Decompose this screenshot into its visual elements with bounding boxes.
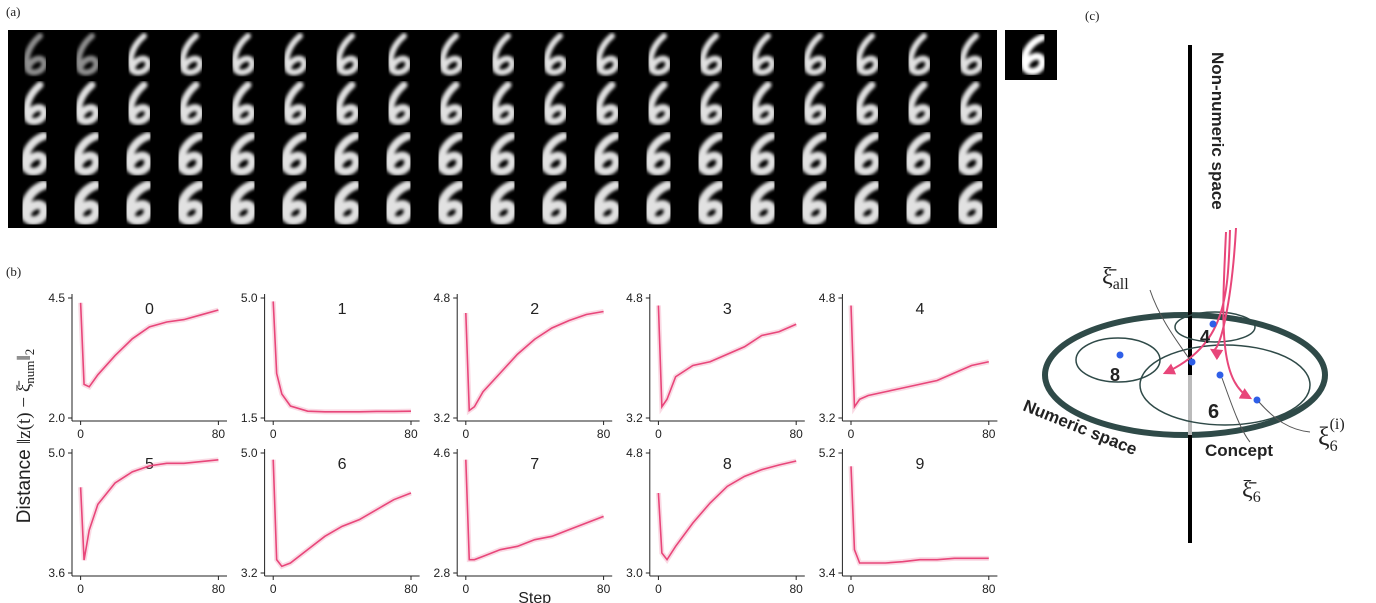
panel-label: (c) xyxy=(1085,8,1099,23)
line-band xyxy=(851,466,989,563)
y-tick-label: 3.4 xyxy=(819,566,836,580)
x-tick-label: 0 xyxy=(655,427,662,441)
concept-label: Concept xyxy=(1205,441,1273,460)
line xyxy=(851,466,989,563)
chart: 3.2 4.8 0 80 4 xyxy=(819,291,998,441)
line xyxy=(273,460,411,567)
x-tick-label: 0 xyxy=(77,427,84,441)
chart: 3.2 5.0 0 80 6 xyxy=(241,446,420,596)
line xyxy=(466,460,604,560)
line-band xyxy=(658,461,796,560)
x-tick-label: 0 xyxy=(77,582,84,596)
axis-label: Non-numeric space xyxy=(1208,52,1227,210)
chart-title: 0 xyxy=(145,301,154,318)
x-tick-label: 80 xyxy=(212,427,226,441)
y-tick-label: 5.0 xyxy=(241,446,258,460)
y-axis-label: Distance ‖z(t) − ξ̄num‖2 xyxy=(14,349,37,524)
line xyxy=(851,306,989,407)
x-tick-label: 80 xyxy=(982,582,996,596)
chart: 3.65.00805 xyxy=(48,446,227,596)
panel-label: (a) xyxy=(6,4,20,19)
x-tick-label: 80 xyxy=(597,427,611,441)
y-tick-label: 4.5 xyxy=(48,291,65,305)
y-tick-label: 4.8 xyxy=(626,446,643,460)
y-tick-label: 4.8 xyxy=(819,291,836,305)
cluster-label: 8 xyxy=(1110,365,1120,385)
x-tick-label: 0 xyxy=(462,582,469,596)
x-tick-label: 0 xyxy=(462,427,469,441)
line-band xyxy=(851,306,989,407)
y-tick-label: 2.0 xyxy=(48,411,65,425)
chart: 3.0 4.8 0 80 8 xyxy=(626,446,805,596)
panel-label: (b) xyxy=(6,264,21,279)
x-tick-label: 0 xyxy=(848,582,855,596)
x-tick-label: 0 xyxy=(655,582,662,596)
y-tick-label: 4.6 xyxy=(434,446,451,460)
symbol: ξ̄all xyxy=(1102,264,1129,293)
trajectory xyxy=(1165,230,1230,373)
x-tick-label: 80 xyxy=(790,582,804,596)
y-tick-label: 4.8 xyxy=(626,291,643,305)
y-tick-label: 3.2 xyxy=(434,411,451,425)
chart: 3.4 5.2 0 80 9 xyxy=(819,446,998,596)
figure: (a) (b) (c) Distance ‖z(t) − ξ̄num‖2 2.0… xyxy=(0,0,1376,603)
y-tick-label: 1.5 xyxy=(241,411,258,425)
chart: 2.8 4.6 0 80 7 Step xyxy=(434,446,613,603)
chart-title: 1 xyxy=(338,301,347,318)
y-tick-label: 3.2 xyxy=(241,566,258,580)
y-tick-label: 3.2 xyxy=(626,411,643,425)
x-tick-label: 80 xyxy=(404,582,418,596)
y-tick-label: 3.6 xyxy=(48,566,65,580)
y-tick-label: 5.0 xyxy=(48,446,65,460)
x-tick-label: 0 xyxy=(270,582,277,596)
charts: 2.04.508001.55.008013.24.808023.24.80803… xyxy=(48,291,997,603)
symbol: ξ6(i) xyxy=(1318,416,1345,455)
x-tick-label: 0 xyxy=(848,427,855,441)
point xyxy=(1217,372,1224,379)
cluster-label: 4 xyxy=(1200,327,1210,347)
y-tick-label: 4.8 xyxy=(434,291,451,305)
line-band xyxy=(658,306,796,407)
x-tick-label: 80 xyxy=(212,582,226,596)
x-tick-label: 0 xyxy=(270,427,277,441)
y-tick-label: 3.2 xyxy=(819,411,836,425)
x-tick-label: 80 xyxy=(982,427,996,441)
x-axis-label: Step xyxy=(518,590,551,603)
chart-title: 2 xyxy=(530,301,539,318)
chart: 2.0 4.5 0 80 0 xyxy=(48,291,227,441)
chart-title: 7 xyxy=(530,456,539,473)
line-band xyxy=(273,460,411,567)
chart-title: 6 xyxy=(338,456,347,473)
y-tick-label: 2.8 xyxy=(434,566,451,580)
chart: 3.2 4.8 0 80 3 xyxy=(626,291,805,441)
chart-title: 3 xyxy=(723,301,732,318)
line xyxy=(81,460,219,560)
symbol: ξ̄6 xyxy=(1242,477,1261,506)
diagram: Non-numeric space Numeric space Concept … xyxy=(1021,45,1345,543)
line-band xyxy=(81,460,219,560)
chart: 1.5 5.0 0 80 1 xyxy=(241,291,420,441)
chart-title: 8 xyxy=(723,456,732,473)
y-tick-label: 5.2 xyxy=(819,446,836,460)
point xyxy=(1117,352,1124,359)
cluster-label: 6 xyxy=(1208,401,1219,423)
x-tick-label: 80 xyxy=(790,427,804,441)
chart-title: 9 xyxy=(915,456,924,473)
line-band xyxy=(466,460,604,560)
line-band xyxy=(466,312,604,411)
y-tick-label: 3.0 xyxy=(626,566,643,580)
y-tick-label: 5.0 xyxy=(241,291,258,305)
point xyxy=(1210,321,1217,328)
x-tick-label: 80 xyxy=(404,427,418,441)
chart: 3.2 4.8 0 80 2 xyxy=(434,291,613,441)
line xyxy=(466,312,604,411)
chart-title: 4 xyxy=(915,301,924,318)
x-tick-label: 80 xyxy=(597,582,611,596)
page: {"panels": {"a": "(a)", "b": "(b)", "c":… xyxy=(0,0,1376,603)
